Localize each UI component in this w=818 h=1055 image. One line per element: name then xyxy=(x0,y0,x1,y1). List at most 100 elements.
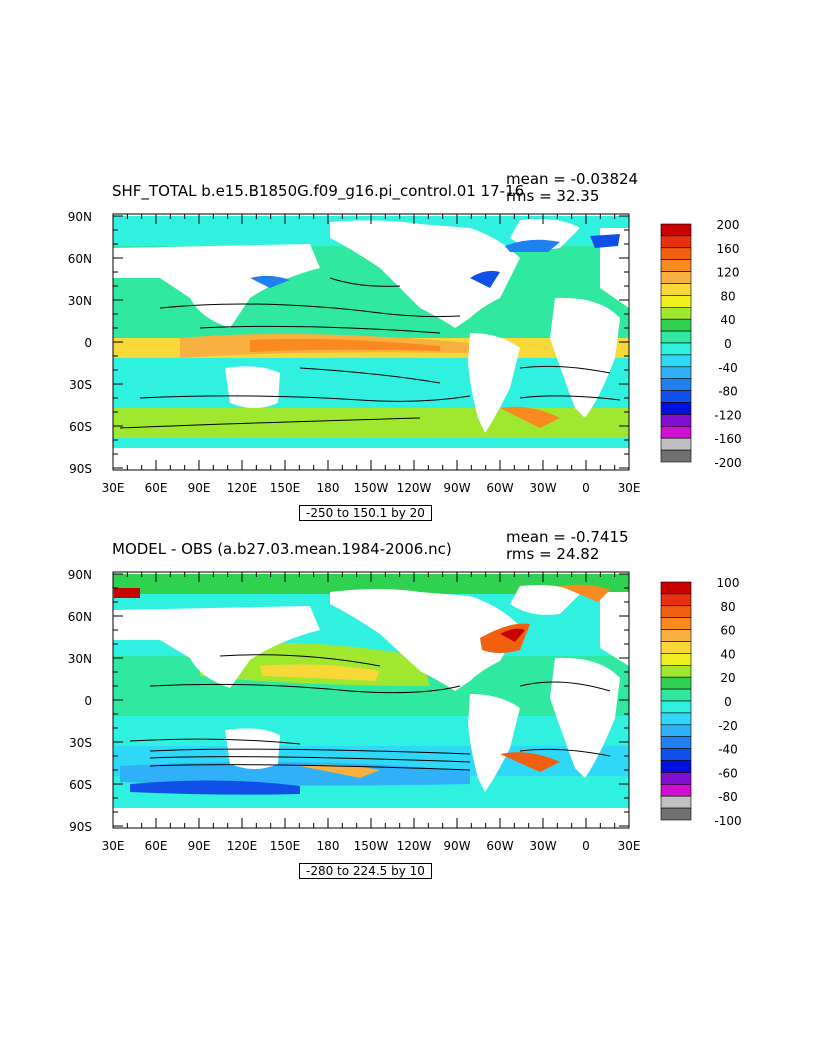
colorbar-swatch xyxy=(660,605,692,619)
colorbar-swatch xyxy=(660,414,692,427)
map-title: MODEL - OBS (a.b27.03.mean.1984-2006.nc) xyxy=(112,540,452,558)
lat-label: 60N xyxy=(68,252,92,266)
colorbar-swatch xyxy=(660,712,692,726)
lat-label: 30S xyxy=(69,736,92,750)
colorbar-label: -60 xyxy=(718,766,738,780)
map-ticks xyxy=(112,214,630,470)
colorbar-label: 60 xyxy=(720,624,735,638)
colorbar-swatch xyxy=(660,783,692,797)
colorbar-swatch xyxy=(660,581,692,595)
map-ticks xyxy=(112,572,630,828)
contour-info-box: -250 to 150.1 by 20 xyxy=(299,505,432,521)
lon-label: 0 xyxy=(582,481,590,495)
colorbar-label: -200 xyxy=(714,456,741,470)
colorbar-swatch xyxy=(660,736,692,749)
map-figure: 90N 60N 30N 0 30S 60S 90S 30E 60E 90E 120E 150E 180… xyxy=(68,210,742,495)
colorbar-swatch xyxy=(660,271,692,284)
colorbar-label: 120 xyxy=(717,266,740,280)
lon-axis-labels: 30E 60E 90E 120E 150E 180 150W 120W 90W 60W 30W 0 30… xyxy=(102,481,641,495)
colorbar-swatch xyxy=(660,330,692,344)
lat-label: 60S xyxy=(69,420,92,434)
colorbar-swatch xyxy=(660,318,692,332)
colorbar-label: -40 xyxy=(718,361,738,375)
lat-label: 90N xyxy=(68,568,92,582)
lat-label: 30N xyxy=(68,652,92,666)
colorbar: 200 160 120 80 40 0 -40 -80 -120 -160 -200 xyxy=(660,218,742,470)
colorbar-label: -20 xyxy=(718,719,738,733)
colorbar-swatch xyxy=(660,629,692,642)
colorbar-swatch xyxy=(660,807,692,821)
colorbar-label: 80 xyxy=(720,600,735,614)
lon-label: 60W xyxy=(486,839,513,853)
colorbar-swatch xyxy=(660,378,692,391)
colorbar-label: -80 xyxy=(718,385,738,399)
colorbar-swatch xyxy=(660,283,692,296)
lon-label: 30W xyxy=(529,839,556,853)
colorbar-label: 20 xyxy=(720,671,735,685)
colorbar-swatch xyxy=(660,247,692,261)
lon-label: 120E xyxy=(227,839,258,853)
colorbar-swatch xyxy=(660,402,692,415)
lon-label: 30E xyxy=(618,839,641,853)
lat-label: 60N xyxy=(68,610,92,624)
lon-label: 150W xyxy=(354,839,389,853)
colorbar-swatch xyxy=(660,593,692,607)
colorbar-swatch xyxy=(660,760,692,773)
colorbar-swatch xyxy=(660,653,692,666)
map-panel-model-minus-obs: MODEL - OBS (a.b27.03.mean.1984-2006.nc)… xyxy=(0,526,818,886)
colorbar-swatch xyxy=(660,437,692,451)
map-title: SHF_TOTAL b.e15.B1850G.f09_g16.pi_contro… xyxy=(112,182,525,200)
lon-label: 60E xyxy=(145,839,168,853)
colorbar-label: -120 xyxy=(714,408,741,422)
lat-label: 30N xyxy=(68,294,92,308)
lon-label: 90E xyxy=(188,481,211,495)
lon-label: 60W xyxy=(486,481,513,495)
lon-label: 120W xyxy=(397,481,432,495)
colorbar-swatch xyxy=(660,748,692,761)
lon-label: 150E xyxy=(270,481,301,495)
colorbar-label: 160 xyxy=(717,242,740,256)
colorbar-label: 80 xyxy=(720,289,735,303)
colorbar-label: 40 xyxy=(720,647,735,661)
mean-label: mean = -0.7415 xyxy=(506,528,629,546)
colorbar-swatch xyxy=(660,223,692,237)
colorbar-swatch xyxy=(660,366,692,380)
lon-label: 90E xyxy=(188,839,211,853)
colorbar-swatch xyxy=(660,235,692,249)
colorbar-label: 0 xyxy=(724,337,732,351)
map-plot-area xyxy=(113,572,629,828)
colorbar-swatch xyxy=(660,676,692,690)
colorbar-swatch xyxy=(660,295,692,308)
contour-info-box: -280 to 224.5 by 10 xyxy=(299,863,432,879)
lat-label: 60S xyxy=(69,778,92,792)
lat-label: 0 xyxy=(84,694,92,708)
lon-label: 0 xyxy=(582,839,590,853)
lat-label: 0 xyxy=(84,336,92,350)
lon-axis-labels: 30E 60E 90E 120E 150E 180 150W 120W 90W 60W 30W 0 30… xyxy=(102,839,641,853)
lon-label: 30E xyxy=(102,481,125,495)
colorbar-swatch xyxy=(660,342,692,356)
colorbar-swatch xyxy=(660,665,692,678)
colorbar-swatch xyxy=(660,390,692,403)
colorbar-swatch xyxy=(660,307,692,320)
colorbar-label: 0 xyxy=(724,695,732,709)
lat-label: 90S xyxy=(69,462,92,476)
lon-label: 180 xyxy=(317,839,340,853)
colorbar-swatch xyxy=(660,354,692,368)
rms-label: rms = 24.82 xyxy=(506,545,600,563)
colorbar-label: -160 xyxy=(714,432,741,446)
colorbar-swatch xyxy=(660,724,692,738)
map-panel-shf-total: SHF_TOTAL b.e15.B1850G.f09_g16.pi_contro… xyxy=(0,168,818,528)
rms-label: rms = 32.35 xyxy=(506,187,600,205)
colorbar-swatch xyxy=(660,700,692,714)
colorbar-swatch xyxy=(660,688,692,702)
colorbar-label: 40 xyxy=(720,313,735,327)
lon-label: 120W xyxy=(397,839,432,853)
lon-label: 90W xyxy=(443,839,470,853)
colorbar-label: 100 xyxy=(717,576,740,590)
lat-label: 90N xyxy=(68,210,92,224)
lon-label: 30E xyxy=(618,481,641,495)
lon-label: 120E xyxy=(227,481,258,495)
colorbar-swatch xyxy=(660,425,692,439)
lat-axis-labels: 90N 60N 30N 0 30S 60S 90S xyxy=(68,210,92,476)
